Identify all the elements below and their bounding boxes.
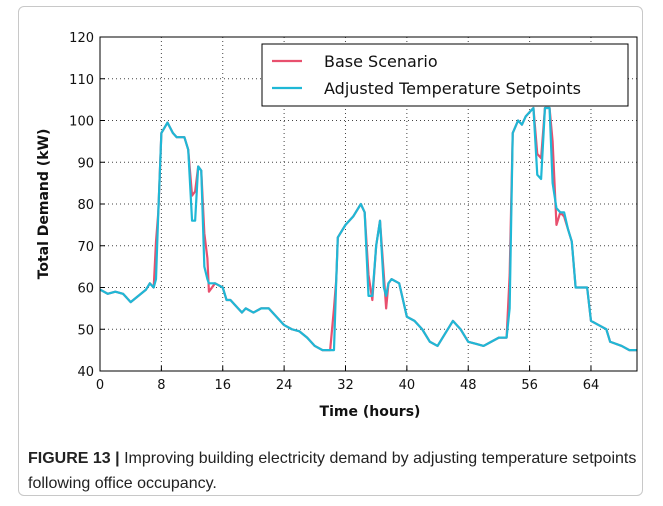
legend-label: Adjusted Temperature Setpoints (324, 79, 581, 98)
y-tick-label: 50 (77, 323, 94, 338)
y-tick-label: 60 (77, 282, 94, 297)
x-tick-label: 8 (157, 378, 165, 393)
x-tick-label: 56 (521, 378, 538, 393)
series-line (99, 106, 637, 352)
x-tick-label: 64 (583, 378, 600, 393)
y-tick-label: 70 (77, 240, 94, 255)
y-tick-label: 100 (69, 115, 94, 130)
x-tick-label: 16 (214, 378, 231, 393)
y-tick-label: 40 (77, 365, 94, 380)
caption-label: FIGURE 13 | (28, 450, 120, 467)
x-axis-label: Time (hours) (320, 404, 421, 420)
y-axis-label: Total Demand (kW) (36, 129, 52, 280)
legend-label: Base Scenario (324, 52, 438, 71)
y-tick-label: 110 (69, 73, 94, 88)
caption: FIGURE 13 | Improving building electrici… (28, 446, 638, 496)
plot-frame (99, 36, 638, 372)
y-tick-label: 80 (77, 198, 94, 213)
y-tick-label: 90 (77, 156, 94, 171)
figure-frame (18, 6, 643, 496)
legend-box (261, 43, 629, 107)
series-line (99, 106, 637, 352)
x-tick-label: 0 (96, 378, 104, 393)
x-tick-label: 48 (460, 378, 477, 393)
x-tick-label: 40 (399, 378, 416, 393)
y-tick-label: 120 (69, 31, 94, 46)
x-tick-label: 24 (276, 378, 293, 393)
x-tick-label: 32 (337, 378, 354, 393)
chart: Time (hours) Total Demand (kW) 40 50 60 70 8… (36, 31, 638, 420)
caption-text: Improving building electricity demand by… (28, 450, 637, 492)
